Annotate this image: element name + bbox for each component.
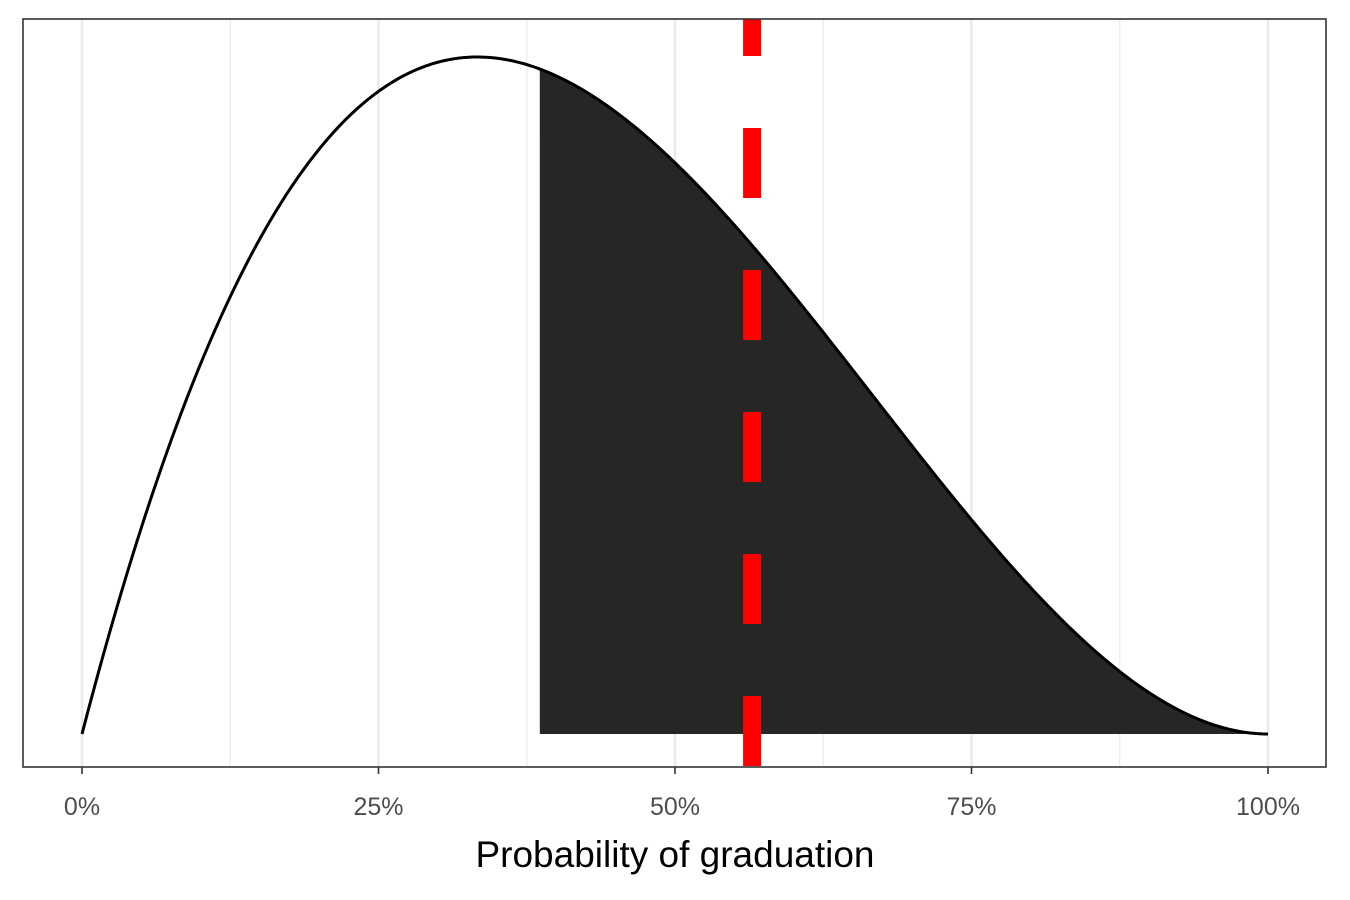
- x-tick-label-1: 25%: [353, 793, 403, 821]
- x-tick-label-2: 50%: [650, 793, 700, 821]
- density-curve-layer: [80, 55, 1269, 736]
- x-tick-label-0: 0%: [64, 793, 100, 821]
- x-axis-title: Probability of graduation: [475, 834, 874, 875]
- x-tick-label-3: 75%: [946, 793, 996, 821]
- x-tick-label-4: 100%: [1236, 793, 1300, 821]
- density-curve: [80, 55, 1269, 736]
- shaded-area: [539, 69, 1268, 734]
- shaded-area-layer: [539, 69, 1268, 734]
- x-axis-ticks: 0% 25% 50% 75% 100%: [64, 767, 1300, 821]
